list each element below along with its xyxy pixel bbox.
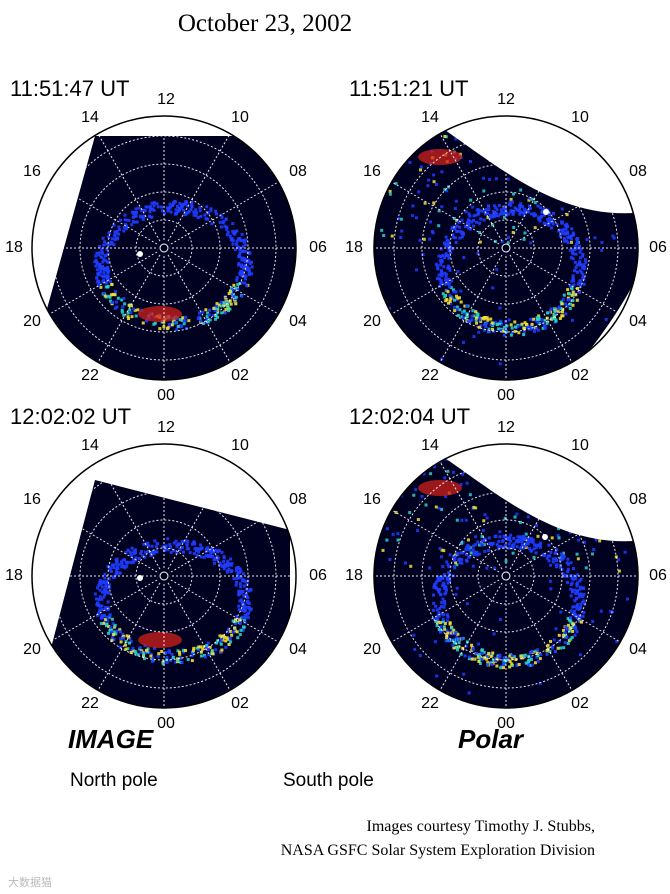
hour-label-16: 16 — [363, 491, 381, 508]
hour-label-20: 20 — [23, 641, 41, 658]
hour-label-12: 12 — [497, 419, 515, 436]
timestamp-label: 12:02:02 UT — [10, 404, 132, 429]
hour-label-00: 00 — [497, 715, 515, 732]
timestamp-label: 11:51:21 UT — [349, 76, 469, 101]
aurora-panel-polar-1: 11:51:21 UT 12 10 08 06 04 02 00 22 20 1… — [335, 72, 670, 404]
hour-label-10: 10 — [231, 437, 249, 454]
hour-label-06: 06 — [649, 239, 667, 256]
hour-label-04: 04 — [629, 641, 647, 658]
page-title: October 23, 2002 — [177, 10, 353, 37]
hour-label-00: 00 — [157, 387, 175, 404]
aurora-panel-image-2: 12:02:02 UT 12 10 08 06 04 02 00 22 20 1… — [0, 400, 335, 732]
hour-label-20: 20 — [363, 313, 381, 330]
hour-label-20: 20 — [363, 641, 381, 658]
hour-label-12: 12 — [157, 91, 175, 108]
hour-label-12: 12 — [497, 91, 515, 108]
hour-label-14: 14 — [421, 109, 439, 126]
hour-label-04: 04 — [289, 641, 307, 658]
hour-label-08: 08 — [629, 491, 647, 508]
credit-line-1: Images courtesy Timothy J. Stubbs, — [366, 818, 595, 835]
hour-label-18: 18 — [345, 567, 363, 584]
hour-label-06: 06 — [309, 239, 327, 256]
hour-label-04: 04 — [629, 313, 647, 330]
polar-plot — [31, 443, 297, 709]
polar-plot — [31, 115, 297, 381]
hour-label-16: 16 — [23, 163, 41, 180]
hour-label-20: 20 — [23, 313, 41, 330]
hour-label-18: 18 — [5, 239, 23, 256]
polar-plot — [373, 115, 639, 381]
hour-label-08: 08 — [289, 163, 307, 180]
hour-label-22: 22 — [421, 695, 439, 712]
hour-label-02: 02 — [571, 367, 589, 384]
hour-label-02: 02 — [231, 367, 249, 384]
polar-plot — [373, 443, 639, 709]
hour-label-18: 18 — [345, 239, 363, 256]
hour-label-04: 04 — [289, 313, 307, 330]
south-pole-label: South pole — [283, 770, 374, 791]
hour-label-10: 10 — [571, 437, 589, 454]
hour-label-06: 06 — [309, 567, 327, 584]
north-pole-label: North pole — [70, 770, 158, 791]
hour-label-06: 06 — [649, 567, 667, 584]
hour-label-00: 00 — [157, 715, 175, 732]
credit-line-2: NASA GSFC Solar System Exploration Divis… — [280, 842, 595, 859]
aurora-panel-polar-2: 12:02:04 UT 12 10 08 06 04 02 00 22 20 1… — [335, 400, 670, 732]
hour-label-12: 12 — [157, 419, 175, 436]
timestamp-label: 12:02:04 UT — [349, 404, 471, 429]
hour-label-14: 14 — [81, 437, 99, 454]
timestamp-label: 11:51:47 UT — [10, 76, 130, 101]
hour-label-18: 18 — [5, 567, 23, 584]
hour-label-16: 16 — [363, 163, 381, 180]
aurora-panel-image-1: 11:51:47 UT 12 10 08 06 04 02 00 22 20 1… — [0, 72, 335, 404]
image-label: IMAGE — [68, 724, 154, 754]
hour-label-22: 22 — [421, 367, 439, 384]
hour-label-16: 16 — [23, 491, 41, 508]
hour-label-22: 22 — [81, 367, 99, 384]
hour-label-22: 22 — [81, 695, 99, 712]
hour-label-10: 10 — [571, 109, 589, 126]
hour-label-02: 02 — [571, 695, 589, 712]
hour-label-14: 14 — [421, 437, 439, 454]
polar-label: Polar — [458, 724, 524, 754]
hour-label-00: 00 — [497, 387, 515, 404]
hour-label-10: 10 — [231, 109, 249, 126]
hour-label-08: 08 — [629, 163, 647, 180]
hour-label-02: 02 — [231, 695, 249, 712]
hour-label-14: 14 — [81, 109, 99, 126]
watermark: 大数据猫 — [8, 877, 52, 889]
hour-label-08: 08 — [289, 491, 307, 508]
